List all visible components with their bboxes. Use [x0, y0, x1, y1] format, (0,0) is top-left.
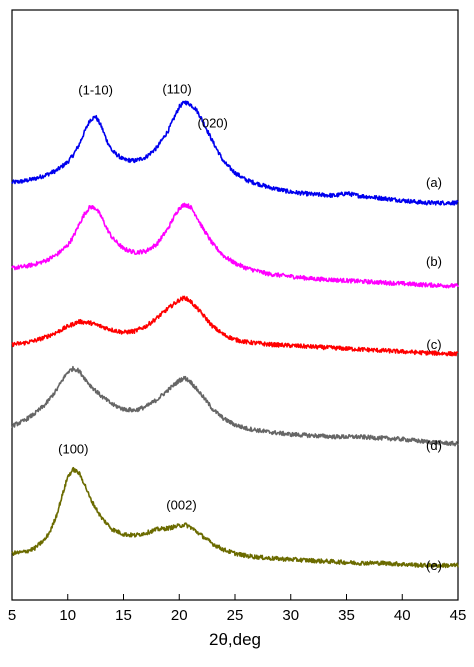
series-label-c: (c)	[426, 337, 441, 352]
x-tick-label: 10	[59, 607, 76, 624]
x-tick-label: 45	[450, 607, 467, 624]
series-labels: (a) (b) (c) (d) (e)	[426, 175, 442, 573]
peak-annotation: (002)	[166, 497, 196, 512]
series-label-a: (a)	[426, 175, 442, 190]
x-tick-label: 5	[8, 607, 16, 624]
series-line-b	[11, 202, 459, 289]
series-label-e: (e)	[426, 558, 442, 573]
x-axis-title: 2θ,deg	[209, 630, 261, 649]
peak-annotation: (020)	[198, 116, 228, 131]
x-tick-label: 30	[282, 607, 299, 624]
plot-frame	[11, 9, 459, 601]
series-line-e	[11, 466, 459, 569]
x-tick-label: 20	[171, 607, 188, 624]
series-label-d: (d)	[426, 438, 442, 453]
x-tick-label: 15	[115, 607, 132, 624]
series-line-c	[11, 295, 459, 357]
peak-annotation: (1-10)	[78, 82, 113, 97]
x-tick-label: 40	[394, 607, 411, 624]
series-line-d	[11, 365, 459, 447]
series-label-b: (b)	[426, 254, 442, 269]
series-line-a	[11, 100, 459, 206]
x-axis-ticks: 5 10 15 20 25 30 35 40 45	[8, 594, 467, 624]
series-curves	[11, 100, 459, 569]
x-tick-label: 35	[338, 607, 355, 624]
peak-annotation: (110)	[162, 82, 191, 97]
x-tick-label: 25	[227, 607, 244, 624]
peak-annotations: (1-10) (110) (020) (100) (002)	[58, 82, 228, 513]
peak-annotation: (100)	[58, 441, 88, 456]
